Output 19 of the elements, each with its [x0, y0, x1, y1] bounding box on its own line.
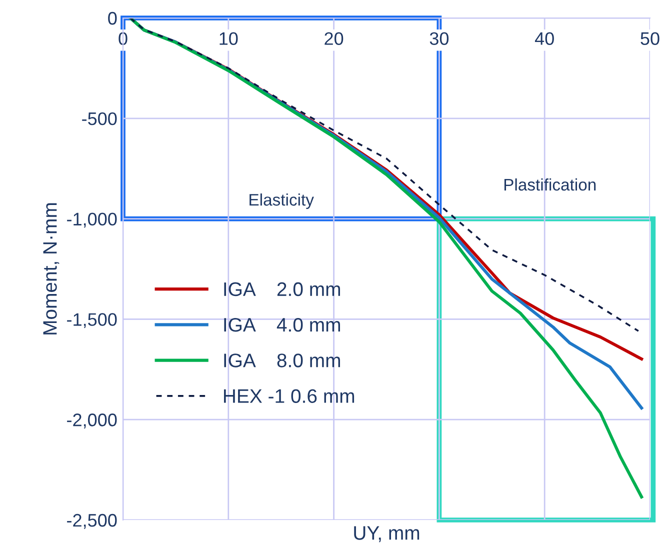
- legend-label: IGA 4.0 mm: [224, 318, 340, 332]
- x-tick-label: 40: [534, 32, 554, 45]
- x-tick-label: 20: [324, 32, 344, 45]
- y-tick-label: -1,500: [67, 313, 117, 328]
- x-tick-label: 30: [430, 32, 449, 45]
- annotation: Elasticity: [250, 193, 314, 209]
- x-axis-title: UY, mm: [354, 526, 420, 542]
- y-tick-label: -500: [82, 112, 117, 126]
- annotation: Plastification: [504, 178, 596, 191]
- y-tick-label: -1,000: [67, 212, 117, 228]
- x-tick-label: 50: [640, 32, 660, 45]
- legend-label: HEX -1 0.6 mm: [224, 389, 354, 403]
- y-axis-title: Moment, N·mm: [43, 203, 60, 334]
- y-tick-label: 0: [108, 12, 117, 25]
- x-tick-label: 10: [220, 32, 238, 45]
- legend-label: IGA 2.0 mm: [224, 282, 340, 296]
- legend-label: IGA 8.0 mm: [224, 354, 340, 368]
- y-tick-label: -2,000: [67, 414, 117, 428]
- y-tick-label: -2,500: [67, 514, 117, 529]
